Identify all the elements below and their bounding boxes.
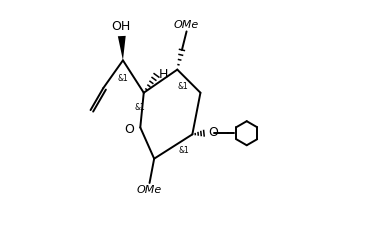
Text: OMe: OMe xyxy=(174,20,199,30)
Polygon shape xyxy=(118,36,126,60)
Text: &1: &1 xyxy=(178,82,188,91)
Text: OMe: OMe xyxy=(137,185,162,195)
Text: O: O xyxy=(125,123,135,136)
Text: H: H xyxy=(159,68,168,81)
Text: &1: &1 xyxy=(179,146,190,155)
Text: &1: &1 xyxy=(135,103,146,112)
Text: &1: &1 xyxy=(118,74,128,83)
Text: OH: OH xyxy=(111,20,130,33)
Text: O: O xyxy=(208,126,218,139)
